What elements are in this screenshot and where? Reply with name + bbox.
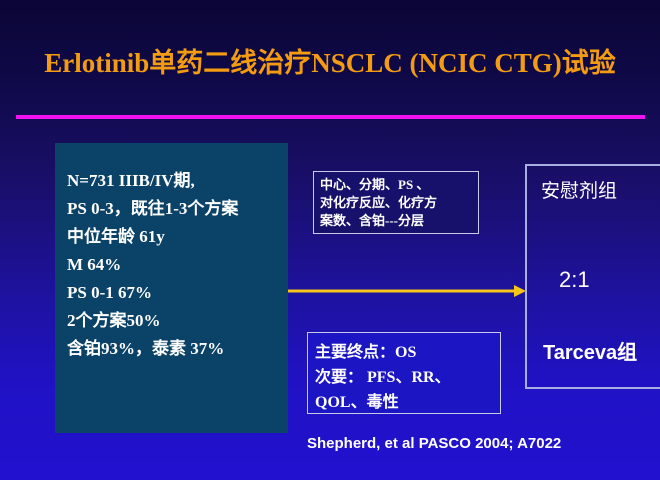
population-line: PS 0-1 67% [67,283,152,302]
population-line: 2个方案50% [67,311,161,330]
title-divider-rule [16,115,645,119]
endpoints-line: 主要终点：OS [315,344,417,361]
stratification-line: 中心、分期、PS 、 [320,177,430,192]
population-box: N=731 IIIB/IV期, PS 0-3，既往1-3个方案 中位年龄 61y… [55,143,288,433]
population-line: M 64% [67,255,122,274]
population-line: 中位年龄 61y [67,227,165,246]
slide-title: Erlotinib单药二线治疗NSCLC (NCIC CTG)试验 [44,48,616,78]
citation-text: Shepherd, et al PASCO 2004; A7022 [307,435,562,452]
stratification-line: 案数、含铂---分层 [320,213,424,228]
population-line: 含铂93%，泰素 37% [67,339,225,358]
stratification-line: 对化疗反应、化疗方 [320,195,438,210]
placebo-arm-label: 安慰剂组 [541,181,618,202]
randomization-box: 安慰剂组 2:1 Tarceva组 [525,164,660,389]
population-line: N=731 IIIB/IV期, [67,171,195,190]
endpoints-line: QOL、毒性 [315,394,399,411]
tarceva-arm-label: Tarceva组 [543,342,638,364]
flow-arrow-icon [288,285,526,297]
endpoints-box: 主要终点：OS 次要： PFS、RR、 QOL、毒性 [307,332,501,414]
endpoints-line: 次要： PFS、RR、 [315,369,451,386]
stratification-box: 中心、分期、PS 、 对化疗反应、化疗方 案数、含铂---分层 [313,171,479,234]
population-line: PS 0-3，既往1-3个方案 [67,199,239,218]
randomization-ratio: 2:1 [559,267,590,292]
